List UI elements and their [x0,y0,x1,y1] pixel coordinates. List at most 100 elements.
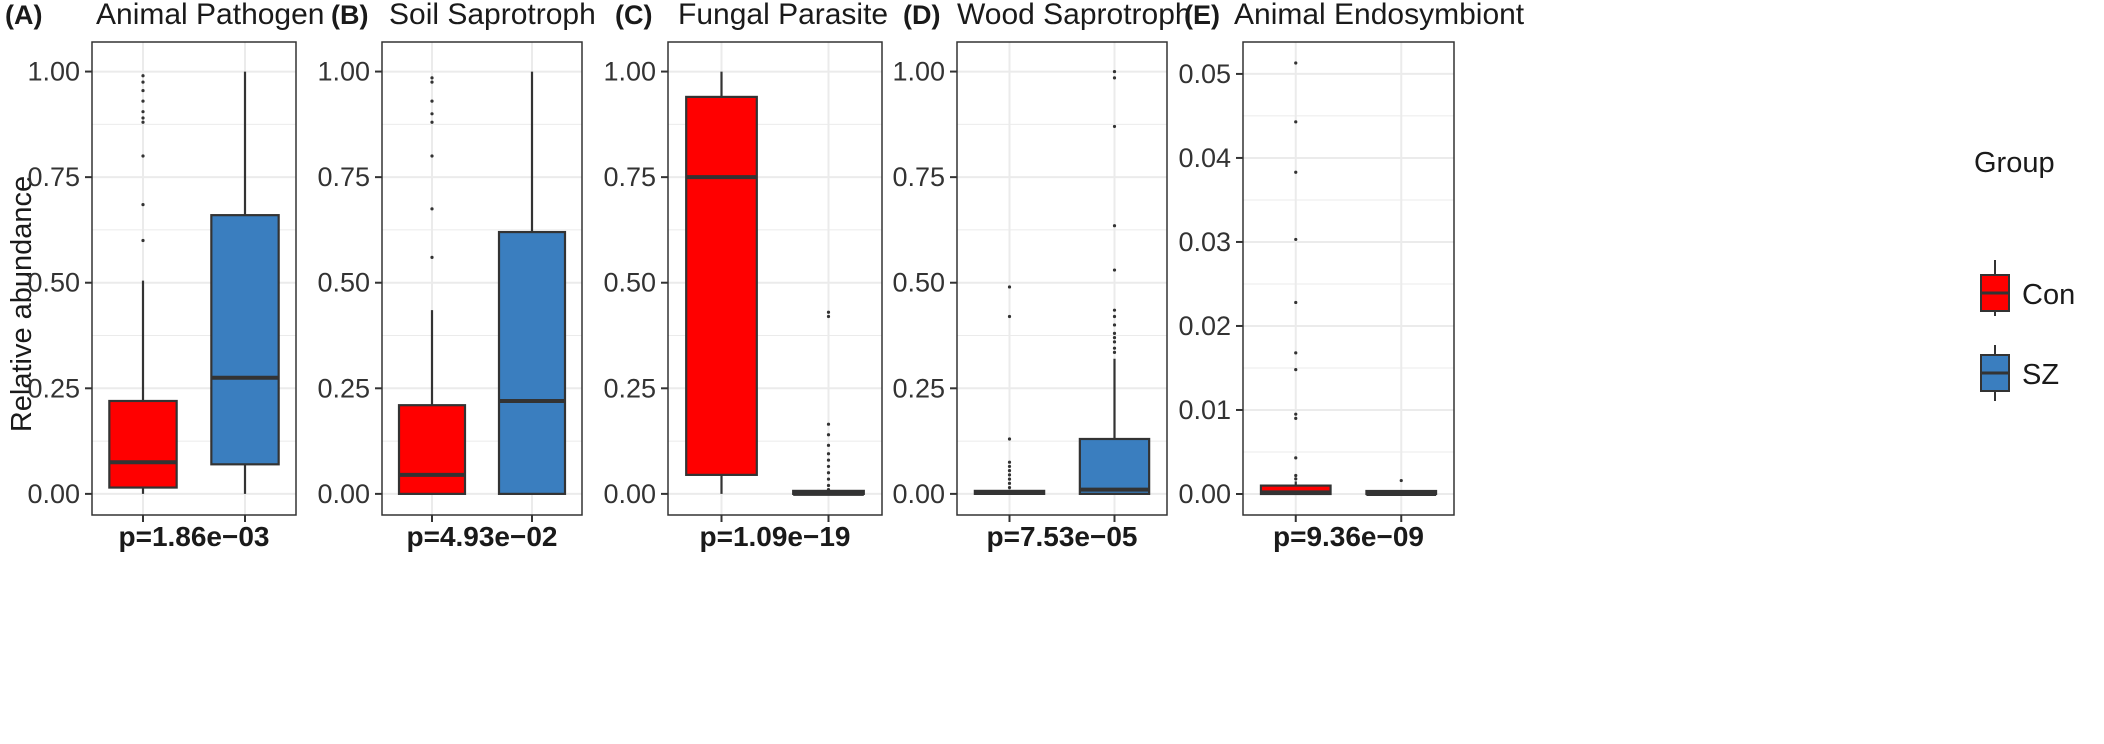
legend-title: Group [1974,147,2055,179]
outlier-point [1007,473,1012,477]
y-tick-label: 0.00 [892,479,945,509]
outlier-point [1112,124,1117,129]
outlier-point [1112,340,1117,344]
box-body [210,214,280,466]
panel-border [667,41,883,516]
panel-tag: (C) [615,0,652,30]
box-con [685,71,758,494]
outlier-point [826,483,831,488]
panel-background [957,42,1167,515]
y-tick-label: 0.00 [1178,479,1231,509]
box-con [108,74,178,494]
outlier-point [1294,368,1298,372]
p-value-label: p=1.86e−03 [118,521,269,552]
y-tick-label: 0.50 [603,268,656,298]
outlier-point [826,458,831,462]
outlier-point [1294,351,1298,355]
outlier-point [430,207,434,211]
outlier-point [826,314,831,319]
outlier-point [826,433,831,437]
panels: 0.00 0.25 0.50 0.75 1.00 (A) Animal Pathogen p=… [5,0,1525,552]
y-tick-label: 0.03 [1178,227,1231,257]
panel-tag: (E) [1184,0,1220,30]
outlier-point [1112,350,1117,355]
outlier-point [826,464,831,469]
y-tick-label: 0.25 [892,373,945,403]
y-tick-label: 0.02 [1178,311,1231,341]
outlier-point [1007,464,1012,469]
box-body [397,404,467,495]
outlier-point [1112,76,1117,80]
box-sz [497,71,567,495]
outlier-point [1294,412,1298,416]
y-tick-label: 0.50 [892,268,945,298]
outlier-point [826,443,831,447]
outlier-point [141,120,145,124]
y-tick-label: 1.00 [603,57,656,87]
outlier-point [826,471,831,475]
box-body [1078,437,1151,495]
y-tick-label: 1.00 [27,57,80,87]
box-con [1259,61,1332,496]
legend-key-con [1980,260,2010,316]
p-value-label: p=1.09e−19 [699,521,850,552]
outlier-point [1007,437,1012,441]
box-sz [210,71,280,494]
legend-label-sz: SZ [2022,359,2059,391]
panel-border [381,41,583,516]
box-con [973,285,1046,496]
outlier-point [1112,314,1117,319]
legend-label-con: Con [2022,279,2075,311]
y-tick-label: 1.00 [317,57,370,87]
outlier-point [1294,120,1298,124]
panel-4: 0.00 0.25 0.50 0.75 1.00 (D) Wood Saprotroph p=… [892,0,1191,552]
outlier-point [1112,346,1117,350]
outlier-point [1007,485,1012,490]
outlier-point [1112,308,1117,312]
y-tick-label: 0.25 [27,373,80,403]
box-sz [1365,478,1438,496]
p-value-label: p=4.93e−02 [406,521,557,552]
panel-title: Animal Pathogen [96,0,325,31]
outlier-point [1112,331,1117,336]
outlier-point [141,80,145,84]
y-tick-label: 0.25 [603,373,656,403]
outlier-point [430,80,434,84]
y-tick-label: 0.00 [317,479,370,509]
outlier-point [430,255,434,259]
outlier-point [1007,314,1012,319]
outlier-point [141,99,145,103]
panel-5: 0.00 0.01 0.02 0.03 0.04 0.05 (E) Animal Endosy… [1178,0,1524,552]
outlier-point [1007,469,1012,473]
outlier-point [1007,285,1012,289]
outlier-point [430,99,434,103]
outlier-point [826,452,831,456]
outlier-point [141,116,145,120]
outlier-point [141,154,145,158]
outlier-point [430,154,434,158]
legend-key-sz [1980,345,2010,401]
y-tick-label: 0.00 [603,479,656,509]
y-tick-label: 0.01 [1178,395,1231,425]
outlier-point [826,422,831,426]
y-axis-label: Relative abundance [6,176,38,432]
box-sz [1078,69,1151,495]
outlier-point [141,110,145,114]
outlier-point [826,477,831,481]
panel-title: Animal Endosymbiont [1234,0,1525,31]
panel-1: 0.00 0.25 0.50 0.75 1.00 (A) Animal Pathogen p=… [5,0,325,552]
y-tick-label: 0.04 [1178,143,1231,173]
panel-3: 0.00 0.25 0.50 0.75 1.00 (C) Fungal Parasite p=… [603,0,888,552]
panel-title: Soil Saprotroph [389,0,596,31]
outlier-point [1294,473,1298,478]
box-body [497,230,567,495]
y-tick-label: 0.75 [892,162,945,192]
y-tick-label: 0.75 [27,162,80,192]
outlier-point [1007,477,1012,481]
outlier-point [1294,300,1298,305]
p-value-label: p=9.36e−09 [1273,521,1424,552]
outlier-point [1112,224,1117,228]
panel-background [1243,42,1454,515]
box-con [397,76,467,495]
